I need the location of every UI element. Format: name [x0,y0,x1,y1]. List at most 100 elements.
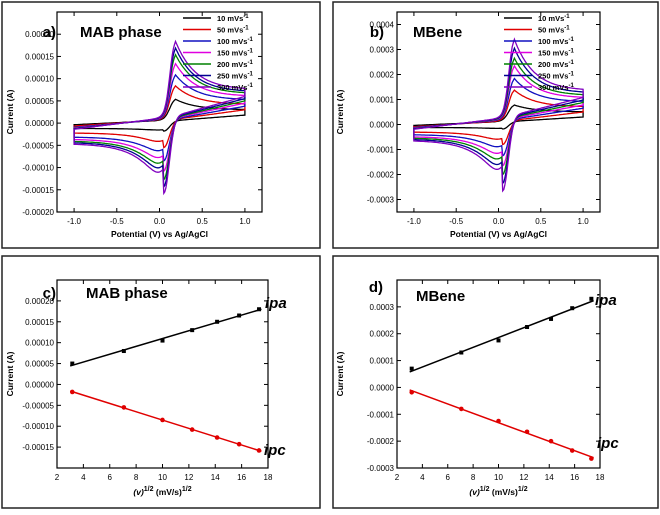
series-tag-ipa: ipa [265,295,287,312]
x-tick-label: 16 [237,473,246,482]
fit-line-ipa [409,299,594,373]
y-tick-label: 0.00000 [25,119,54,128]
data-point-ipc [524,429,530,435]
x-tick-label: 8 [134,473,139,482]
y-tick-label: -0.0001 [367,146,395,155]
data-point-ipc [548,438,554,444]
cv-curve-300 [413,37,584,193]
panel-b-border [332,1,659,249]
y-tick-label: 0.0002 [370,330,395,339]
x-tick-label: -0.5 [110,217,124,226]
y-axis-label: Current (A) [5,89,15,134]
panel-label: c) [43,285,56,302]
x-tick-label: 0.0 [493,217,505,226]
data-point-ipa [190,328,195,333]
y-tick-label: 0.00010 [25,75,54,84]
data-point-ipa [237,313,242,318]
data-point-ipa [549,316,554,321]
legend-entry-300: 300 mVs-1 [217,83,253,92]
x-tick-label: 1.0 [578,217,590,226]
x-tick-label: 14 [211,473,220,482]
y-tick-label: -0.00005 [22,401,54,410]
x-tick-label: -0.5 [449,217,463,226]
fit-line-ipc [409,389,594,459]
x-tick-label: 0.5 [197,217,209,226]
y-tick-label: -0.0002 [367,171,395,180]
y-tick-label: 0.00000 [25,380,54,389]
data-point-ipa [589,296,594,301]
panel-a-border [1,1,321,249]
x-tick-label: 0.5 [535,217,547,226]
legend-entry-200: 200 mVs-1 [538,60,574,69]
panel-title: MBene [416,288,465,305]
panel-title: MBene [413,24,462,41]
series-tag-ipa: ipa [595,292,617,309]
legend-entry-100: 100 mVs-1 [217,37,253,46]
legend-entry-50: 50 mVs-1 [538,26,570,35]
data-point-ipc [589,456,594,461]
y-tick-label: 0.00010 [25,339,54,348]
x-tick-label: 16 [570,473,579,482]
data-point-ipc [214,435,220,440]
panel-c-peak-current-mab: 2 4 6 8 10 12 14 16 18 -0.00015 -0.00010 -0.00005 0.… [5,279,287,497]
data-point-ipc [409,389,415,395]
data-point-ipa [121,349,126,354]
x-tick-label: 14 [545,473,554,482]
fit-line-ipc [69,390,262,452]
y-tick-label: -0.0003 [367,464,395,473]
x-tick-label: 18 [264,473,273,482]
x-tick-label: 2 [55,473,60,482]
panel-a-cv-mab: -1.0 -0.5 0.0 0.5 1.0 -0.00020 -0.00015 -0.0001… [5,11,263,239]
legend-entry-250: 250 mVs-1 [217,72,253,81]
y-tick-label: -0.00010 [22,422,54,431]
data-point-ipc [569,448,575,453]
x-axis-label: (v)1/2 (mV/s)1/2 [469,486,527,497]
fit-line-ipa [69,308,262,367]
x-axis-label: Potential (V) vs Ag/AgCl [450,229,547,239]
series-tag-ipc: ipc [597,435,619,452]
y-tick-label: 0.0002 [370,71,395,80]
panel-c-border [1,255,321,509]
data-point-ipc [496,418,501,424]
data-point-ipa [70,361,75,366]
data-point-ipc [236,441,242,447]
y-tick-label: 0.0003 [370,303,395,312]
panel-d-peak-current-mbene: 2 4 6 8 10 12 14 16 18 -0.0003 -0.0002 -0.0001 0.000… [335,279,619,497]
y-tick-label: 0.0000 [370,121,395,130]
y-tick-label: 0.00020 [25,297,54,306]
data-point-ipc [69,389,75,395]
legend-entry-50: 50 mVs-1 [217,26,249,35]
legend-entry-150: 150 mVs-1 [538,49,574,58]
x-tick-label: 6 [446,473,451,482]
x-tick-label: 4 [420,473,425,482]
x-tick-label: 0.0 [154,217,166,226]
y-axis-label: Current (A) [5,351,15,396]
panel-title: MAB phase [86,285,168,302]
legend-entry-10: 10 mVs-1 [217,14,249,23]
x-tick-label: 12 [184,473,193,482]
y-tick-label: 0.00020 [25,30,54,39]
x-axis-label: Potential (V) vs Ag/AgCl [111,229,208,239]
x-tick-label: 1.0 [239,217,251,226]
x-tick-label: -1.0 [67,217,81,226]
x-tick-label: 10 [494,473,503,482]
series-tag-ipc: ipc [264,442,286,459]
y-tick-label: 0.0001 [370,357,395,366]
data-point-ipa [409,366,414,371]
y-tick-label: 0.00015 [25,52,54,61]
y-tick-label: -0.0003 [367,196,395,205]
data-point-ipc [256,448,262,453]
x-tick-label: 18 [596,473,605,482]
y-tick-label: -0.00015 [22,443,54,452]
data-point-ipa [496,338,501,343]
panel-d-border [332,255,659,509]
legend-entry-100: 100 mVs-1 [538,37,574,46]
y-tick-label: -0.00015 [22,186,54,195]
x-tick-label: 6 [108,473,113,482]
y-tick-label: -0.00010 [22,164,54,173]
y-tick-label: 0.0001 [370,96,395,105]
x-tick-label: 2 [395,473,400,482]
y-axis-label: Current (A) [335,351,345,396]
y-axis-label: Current (A) [335,89,345,134]
